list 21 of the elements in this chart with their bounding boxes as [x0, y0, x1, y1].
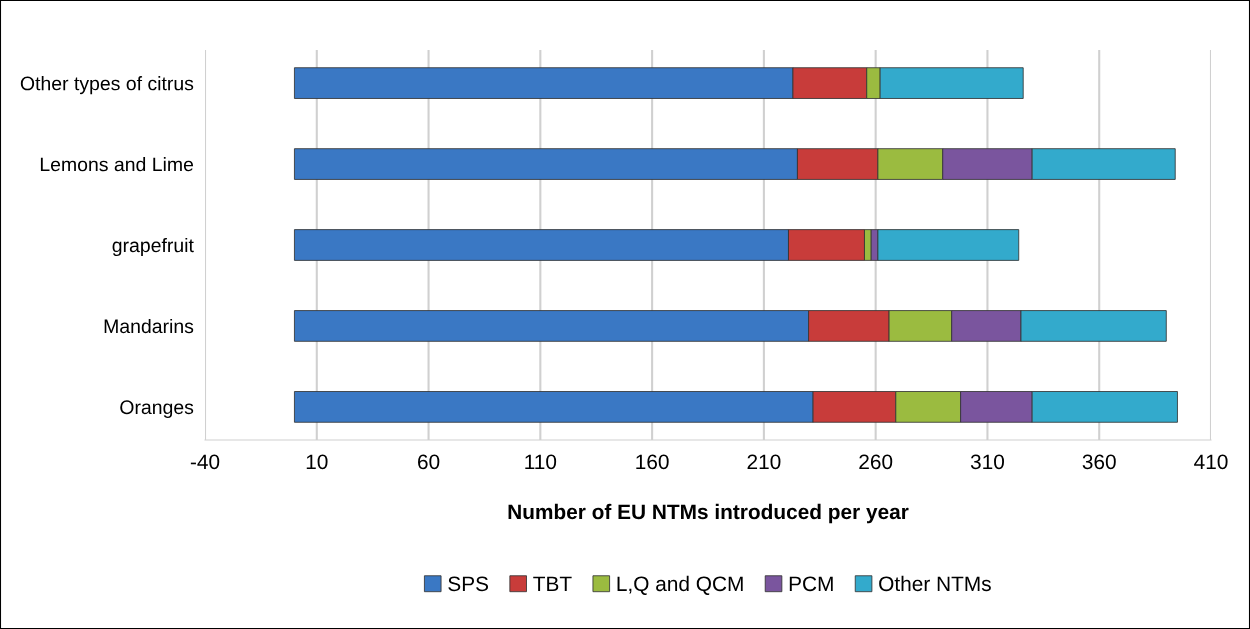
x-tick-label: 110 — [525, 454, 557, 470]
y-tick-label: Lemons and Lime — [40, 157, 194, 172]
x-tick-label: 60 — [418, 454, 440, 470]
x-tick-label: 310 — [970, 454, 1005, 470]
legend-label: PCM — [789, 576, 833, 592]
y-tick-label: Oranges — [120, 400, 194, 418]
x-tick-label: 10 — [306, 454, 328, 470]
x-tick-label: 210 — [747, 454, 781, 470]
x-tick-label: 360 — [1082, 454, 1116, 470]
x-tick-label: 160 — [636, 454, 669, 470]
y-tick-label: grapefruit — [112, 237, 194, 257]
x-tick-label: 410 — [1194, 454, 1228, 470]
legend-label: SPS — [448, 576, 489, 592]
y-tick-label: Mandarins — [104, 318, 194, 334]
x-axis-title: Number of EU NTMs introduced per year — [508, 503, 909, 524]
y-tick-label: Other types of citrus — [20, 76, 194, 95]
x-tick-label: -40 — [190, 454, 220, 470]
legend-label: TBT — [533, 576, 572, 591]
legend-label: L,Q and QCM — [617, 575, 743, 595]
legend-label: Other NTMs — [879, 575, 991, 592]
x-tick-label: 260 — [859, 454, 893, 470]
